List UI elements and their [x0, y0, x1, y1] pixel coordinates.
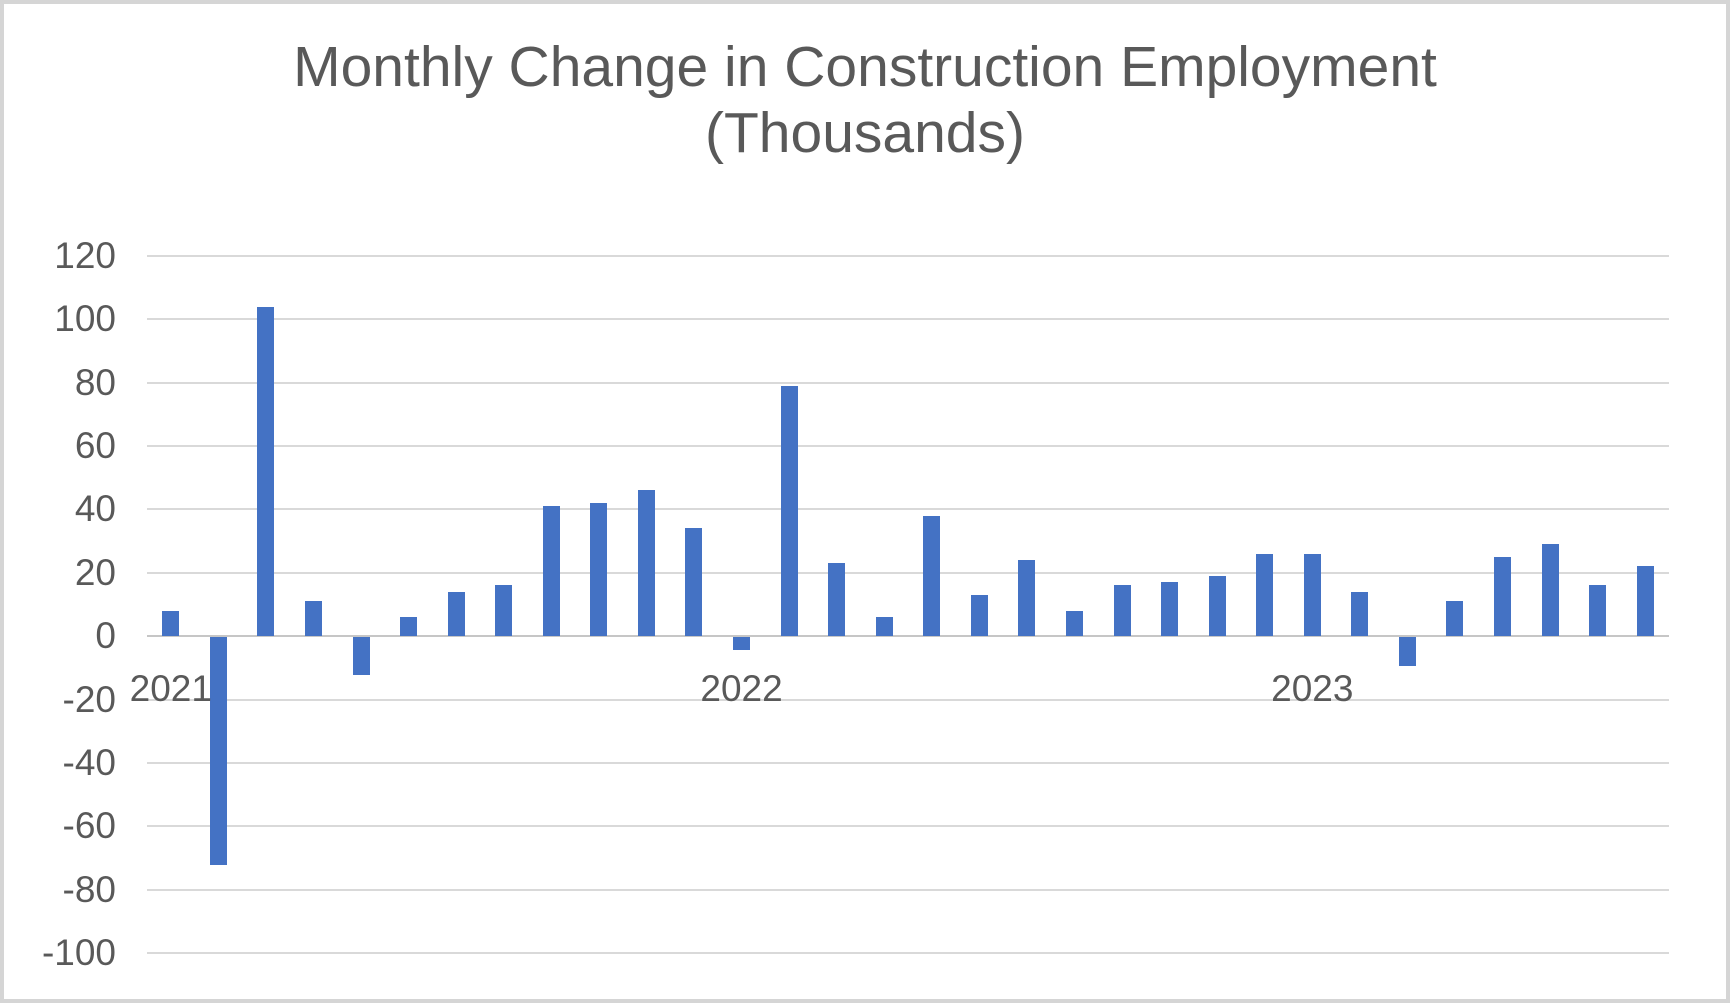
bar-2023-04 — [1446, 601, 1464, 637]
y-axis-label: -20 — [62, 678, 116, 720]
x-axis-year-label: 2023 — [1271, 668, 1354, 709]
y-axis-label: -60 — [62, 805, 116, 847]
bar-2023-01 — [1303, 553, 1321, 637]
bar-2022-02 — [780, 385, 798, 637]
bar-2021-04 — [304, 601, 322, 637]
bar-2022-05 — [923, 515, 941, 637]
bar-2022-08 — [1065, 610, 1083, 637]
bar-2023-08 — [1636, 566, 1654, 637]
y-axis-label: 100 — [54, 298, 116, 340]
bar-2021-07 — [447, 591, 465, 637]
bar-2023-03 — [1398, 637, 1416, 666]
bar-2021-10 — [590, 503, 608, 637]
bar-2022-04 — [875, 617, 893, 637]
bar-2022-09 — [1113, 585, 1131, 637]
gridline — [147, 255, 1669, 257]
y-axis-label: 20 — [74, 551, 116, 593]
bar-2022-03 — [828, 563, 846, 637]
gridline — [147, 445, 1669, 448]
bar-2022-07 — [1018, 560, 1036, 637]
chart-title-line1: Monthly Change in Construction Employmen… — [293, 35, 1437, 99]
bar-2022-10 — [1161, 582, 1179, 637]
bar-2021-05 — [352, 637, 370, 676]
bar-2021-02 — [209, 637, 227, 866]
bar-2021-11 — [637, 490, 655, 637]
gridline — [147, 761, 1669, 764]
bar-2021-06 — [400, 617, 418, 637]
chart-title-line2: (Thousands) — [705, 101, 1025, 165]
bar-2021-08 — [495, 585, 513, 637]
gridline — [147, 698, 1669, 701]
bar-2022-06 — [970, 594, 988, 637]
bar-2022-11 — [1208, 575, 1226, 637]
bar-2023-05 — [1494, 556, 1512, 637]
bar-2022-01 — [733, 637, 751, 650]
bar-2023-02 — [1351, 591, 1369, 637]
bar-2023-07 — [1589, 585, 1607, 637]
gridline — [147, 571, 1669, 574]
bar-2021-09 — [542, 506, 560, 637]
gridline — [147, 508, 1669, 511]
bar-2023-06 — [1541, 544, 1559, 637]
bar-2022-12 — [1256, 553, 1274, 637]
bar-2021-12 — [685, 528, 703, 637]
y-axis-label: 80 — [74, 361, 116, 403]
y-axis-label: -80 — [62, 868, 116, 910]
y-axis-label: 0 — [95, 615, 116, 657]
gridline — [147, 825, 1669, 828]
gridline — [147, 952, 1669, 954]
bar-2021-03 — [257, 306, 275, 637]
y-axis-label: 120 — [54, 235, 116, 276]
gridline — [147, 888, 1669, 891]
x-axis-line — [147, 635, 1669, 638]
y-axis-label: 40 — [74, 488, 116, 530]
gridline — [147, 318, 1669, 321]
y-axis-label: -100 — [41, 932, 116, 973]
gridline — [147, 381, 1669, 384]
chart-title: Monthly Change in Construction Employmen… — [4, 34, 1726, 166]
y-axis-label: -40 — [62, 741, 116, 783]
y-axis-label: 60 — [74, 425, 116, 467]
bar-2021-01 — [162, 610, 180, 637]
x-axis-year-label: 2022 — [700, 668, 783, 709]
x-axis-year-label: 2021 — [129, 668, 212, 709]
